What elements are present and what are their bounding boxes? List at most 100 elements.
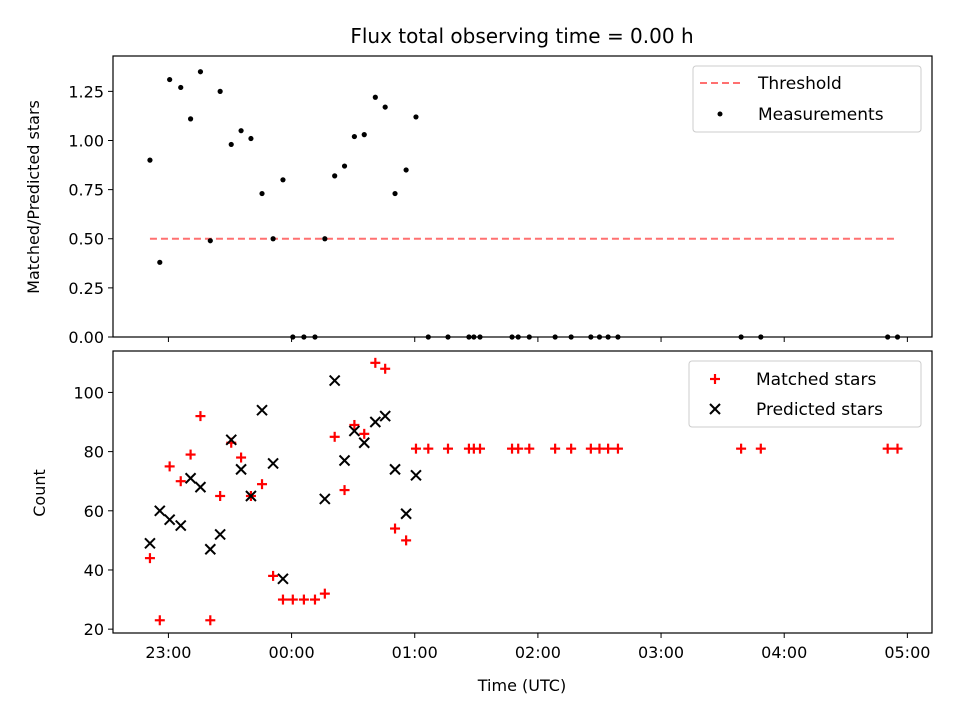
x-tick-label: 05:00 — [884, 643, 930, 662]
bottom-y-axis-label: Count — [30, 469, 49, 517]
measurement-point — [403, 167, 409, 173]
bottom-legend: Matched stars Predicted stars — [688, 360, 922, 428]
matched-star-point — [329, 431, 340, 442]
predicted-star-point — [328, 374, 341, 387]
predicted-star-point — [204, 543, 217, 555]
predicted-star-point — [358, 437, 370, 449]
top-y-tick-label: 0.00 — [68, 328, 104, 347]
measurement-point — [238, 128, 244, 134]
matched-star-point — [215, 490, 226, 501]
matched-star-point — [144, 553, 155, 564]
matched-star-point — [349, 419, 360, 430]
matched-star-point — [585, 443, 596, 454]
top-legend: Threshold Measurements — [692, 65, 922, 133]
x-tick-label: 04:00 — [761, 643, 807, 662]
measurement-point — [392, 190, 398, 197]
x-tick-label: 23:00 — [145, 643, 191, 662]
bottom-axes-frame — [112, 350, 933, 634]
measurement-point — [351, 133, 357, 140]
matched-star-point — [524, 443, 535, 454]
matched-star-point — [287, 594, 298, 605]
measurement-point — [157, 259, 163, 265]
predicted-star-point — [389, 463, 401, 476]
matched-star-point — [442, 443, 453, 454]
matched-star-point — [359, 428, 370, 439]
matched-star-point — [195, 411, 206, 422]
measurement-point — [341, 163, 348, 169]
legend-matched-label: Matched stars — [756, 370, 876, 390]
matched-star-point — [268, 570, 279, 581]
matched-star-point — [566, 443, 577, 454]
predicted-star-point — [184, 472, 197, 484]
measurement-point — [372, 94, 378, 100]
x-axis-label: Time (UTC) — [477, 676, 566, 695]
bottom-y-tick-label: 80 — [84, 443, 104, 462]
matched-star-point — [410, 443, 421, 454]
matched-star-point — [603, 443, 614, 454]
chart-title: Flux total observing time = 0.00 h — [350, 24, 693, 48]
top-y-axis-label: Matched/Predicted stars — [24, 100, 43, 294]
matched-star-point — [423, 443, 434, 454]
matched-star-point — [755, 443, 766, 454]
predicted-star-point — [338, 454, 351, 467]
predicted-star-point — [348, 425, 361, 437]
predicted-star-point — [214, 528, 226, 541]
matched-star-point — [475, 443, 486, 454]
matched-star-point — [370, 357, 381, 368]
measurement-point — [178, 84, 184, 91]
top-y-tick-label: 0.25 — [68, 279, 104, 298]
measurement-point — [187, 116, 194, 122]
predicted-star-point — [225, 434, 237, 446]
matched-star-point — [205, 615, 216, 626]
bottom-y-tick-label: 60 — [84, 502, 104, 521]
measurement-point — [248, 135, 254, 142]
measurement-point — [322, 236, 328, 242]
predicted-star-point — [319, 493, 331, 505]
bottom-y-tick-label: 20 — [84, 620, 104, 639]
legend-measurements-marker — [717, 111, 723, 117]
matched-star-point — [277, 594, 288, 605]
bottom-y-tick-label: 40 — [84, 561, 104, 580]
matched-star-point — [513, 443, 524, 454]
predicted-star-point — [410, 469, 422, 481]
measurement-point — [413, 114, 419, 120]
measurement-point — [270, 236, 276, 242]
legend-predicted-label: Predicted stars — [756, 400, 883, 420]
matched-star-point — [154, 615, 165, 626]
predicted-star-point — [256, 404, 268, 416]
matched-star-point — [319, 588, 330, 599]
matched-star-point — [380, 363, 391, 374]
predicted-star-point — [154, 505, 166, 517]
matched-star-point — [236, 452, 247, 463]
measurement-point — [207, 238, 213, 244]
predicted-star-point — [144, 537, 156, 550]
top-panel: 0.00 0.25 0.50 0.75 1.00 1.25 Matched/Predict… — [24, 55, 933, 347]
predicted-star-point — [400, 508, 412, 520]
legend-threshold-label: Threshold — [757, 74, 842, 94]
top-axes-frame — [112, 55, 933, 338]
matched-star-point — [298, 594, 309, 605]
x-tick-label: 03:00 — [638, 643, 684, 662]
matched-star-point — [550, 443, 561, 454]
matched-star-point — [736, 443, 747, 454]
measurement-point — [228, 141, 234, 148]
top-y-tick-label: 1.00 — [68, 131, 104, 150]
bottom-panel: 20 40 60 80 100 23:00 00:00 01:00 02:00 03:00 04:… — [30, 350, 933, 695]
predicted-star-point — [277, 573, 289, 585]
predicted-star-point — [194, 481, 207, 493]
measurement-point — [382, 104, 388, 110]
predicted-star-point — [235, 463, 247, 476]
measurement-point — [197, 69, 204, 75]
top-y-tick-label: 0.75 — [68, 181, 104, 200]
matched-star-point — [612, 443, 623, 454]
top-y-tick-label: 1.25 — [68, 82, 104, 101]
measurement-point — [147, 157, 153, 163]
predicted-star-point — [175, 519, 187, 532]
matched-star-point — [175, 476, 186, 487]
measurement-point — [167, 76, 173, 83]
matched-star-point — [390, 523, 401, 534]
predicted-star-point — [245, 490, 257, 502]
measurement-point — [332, 173, 338, 179]
matched-star-point — [257, 479, 268, 490]
